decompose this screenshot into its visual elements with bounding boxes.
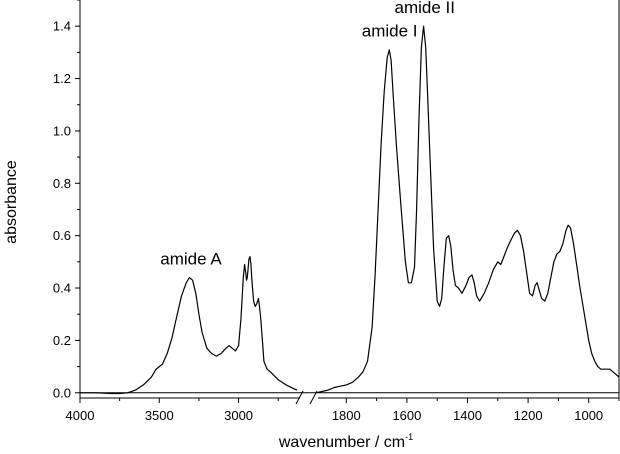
y-tick-label: 0.8 [53,176,71,191]
x-axis-title: wavenumber / cm-1 [278,432,413,451]
x-tick-label: 4000 [66,408,95,423]
y-tick-label: 1.0 [53,123,71,138]
y-tick-label: 1.2 [53,71,71,86]
chart-marks: 0.0 0.2 0.4 0.6 0.8 1.0 1.2 1.4 4000 3500 3000 1800… [53,0,620,423]
y-tick-label: 0.4 [53,281,71,296]
x-tick-label: 1000 [574,408,603,423]
peak-annotation: amide I [362,22,418,41]
y-tick-label: 0.2 [53,333,71,348]
x-tick-label: 1800 [332,408,361,423]
x-tick-label: 3500 [145,408,174,423]
x-axis-title-main: wavenumber / cm [278,434,405,451]
x-axis-title-superscript: -1 [405,432,413,442]
x-tick-label: 1600 [392,408,421,423]
y-tick-label: 1.4 [53,19,71,34]
x-tick-label: 3000 [224,408,253,423]
spectrum-line [315,25,620,394]
spectrum-line [80,256,298,395]
peak-annotation: amide II [395,0,455,17]
peak-annotation: amide A [160,249,222,268]
y-axis-title: absorbance [3,160,20,244]
y-tick-label: 0.0 [53,385,71,400]
y-tick-label: 0.6 [53,228,71,243]
x-tick-label: 1200 [514,408,543,423]
x-tick-label: 1400 [453,408,482,423]
